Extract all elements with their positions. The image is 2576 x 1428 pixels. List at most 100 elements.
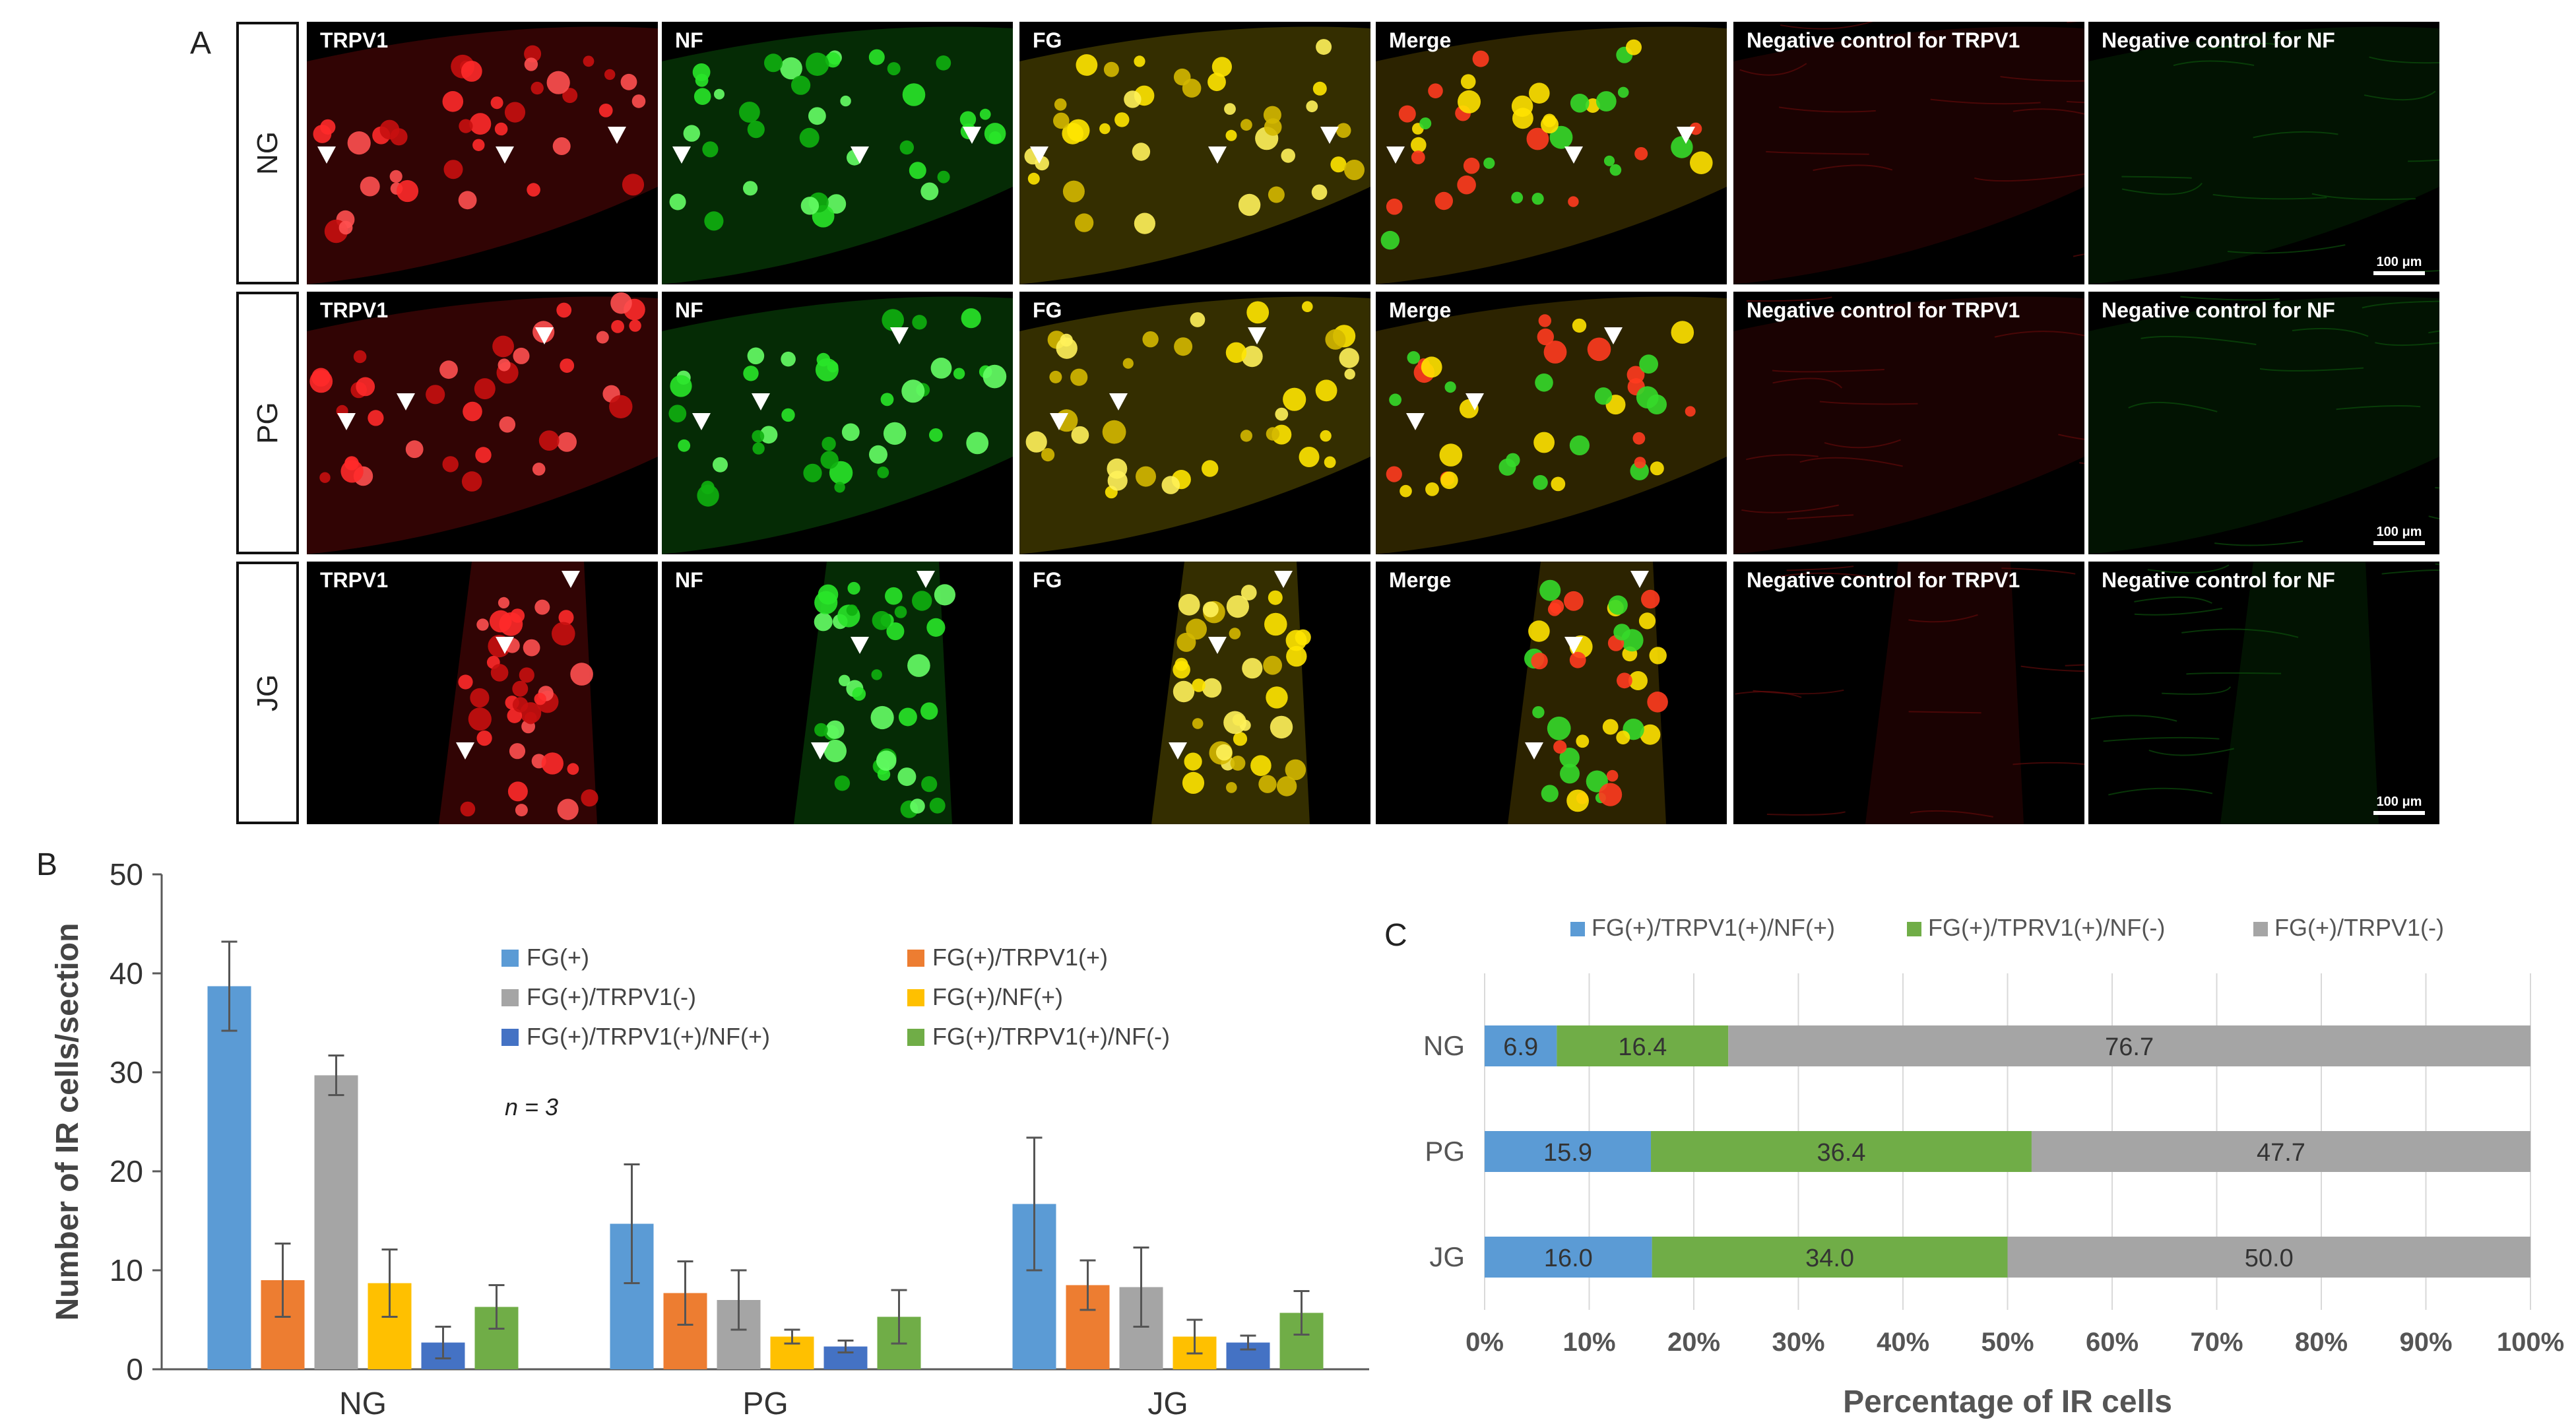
neuron-cell [1613, 624, 1630, 641]
neuron-cell [953, 368, 965, 379]
legend-label: FG(+)/TRPV1(+)/NF(-) [932, 1023, 1170, 1050]
y-tick-label: 20 [110, 1154, 143, 1188]
neuron-cell [396, 179, 419, 203]
neuron-cell [1114, 112, 1130, 127]
tissue-region [1865, 562, 2024, 824]
stack-segment-pg-0 [1485, 1131, 1652, 1172]
neuron-cell [1634, 146, 1648, 160]
neuron-cell [1229, 628, 1241, 639]
neuron-cell [610, 292, 632, 314]
neuron-cell [347, 131, 371, 155]
error-bar [435, 1326, 451, 1359]
tissue-region [1376, 26, 1727, 284]
neuron-cell [885, 587, 903, 605]
legend-label: FG(+)/TRPV1(+)/NF(+) [527, 1023, 770, 1050]
neuron-cell [1587, 337, 1611, 362]
background-fiber [1908, 711, 1981, 714]
micrograph-ng-4: Negative control for TRPV1 [1733, 22, 2084, 284]
neuron-cell [468, 707, 492, 731]
neuron-cell [1553, 740, 1567, 754]
neuron-cell [1176, 632, 1196, 652]
neuron-cell [1339, 348, 1359, 368]
micrograph-image [794, 562, 955, 824]
arrowhead-marker [1274, 571, 1293, 588]
micrograph-label: Negative control for NF [2102, 298, 2335, 322]
neuron-cell [1223, 711, 1246, 734]
neuron-cell [622, 174, 645, 196]
neuron-cell [897, 767, 917, 787]
neuron-cell [1411, 150, 1425, 164]
micrograph-label: TRPV1 [320, 568, 389, 592]
error-bar [1133, 1247, 1149, 1328]
neuron-cell [1286, 645, 1307, 667]
neuron-cell [668, 405, 687, 423]
scale-bar-label: 100 μm [2376, 795, 2422, 809]
neuron-cell [814, 723, 828, 737]
neuron-cell [907, 654, 930, 677]
neuron-cell [498, 358, 511, 372]
neuron-cell [780, 57, 802, 80]
background-fiber [2147, 564, 2230, 573]
error-bar [624, 1163, 640, 1284]
arrowhead-marker [1030, 146, 1048, 164]
neuron-cell [1649, 647, 1667, 665]
neuron-cell [1202, 460, 1219, 477]
neuron-cell [988, 131, 1002, 144]
neuron-cell [499, 416, 516, 433]
neuron-cell [821, 436, 836, 451]
legend-label: FG(+)/TRPV1(+)/NF(+) [1592, 914, 1835, 941]
neuron-cell [1541, 115, 1559, 134]
category-label: JG [1429, 1241, 1465, 1272]
neuron-cell [1336, 123, 1351, 138]
micrograph-image [1376, 26, 1727, 284]
neuron-cell [697, 484, 719, 507]
neuron-cell [463, 401, 482, 422]
micrograph-ng-5: Negative control for NF 100 μm [2088, 22, 2439, 284]
micrograph-label: Merge [1389, 28, 1452, 52]
background-fiber [2180, 296, 2280, 301]
neuron-cell [1640, 724, 1661, 745]
micrograph-label: Negative control for NF [2102, 568, 2335, 592]
neuron-cell [1690, 151, 1713, 174]
neuron-cell [360, 176, 380, 197]
neuron-cell [629, 319, 641, 332]
bar-ng-2 [314, 1075, 358, 1369]
neuron-cell [870, 705, 894, 730]
micrograph-ng-0: TRPV1 [307, 22, 658, 284]
neuron-cell [1569, 435, 1590, 455]
neuron-cell [476, 730, 492, 746]
neuron-cell [534, 693, 546, 705]
legend-swatch [2253, 922, 2268, 936]
stack-segment-jg-0 [1485, 1237, 1652, 1278]
neuron-cell [1626, 39, 1642, 55]
legend-swatch [501, 989, 519, 1006]
micrograph-image [1508, 562, 1668, 824]
neuron-cell [1602, 719, 1619, 735]
background-fiber [2012, 108, 2084, 115]
category-label: JG [1147, 1386, 1188, 1421]
background-fiber [2058, 434, 2084, 440]
tissue-region [1733, 26, 2084, 284]
legend-swatch [1570, 922, 1585, 936]
micrograph-image [2088, 26, 2439, 284]
error-bar [1026, 1136, 1043, 1272]
neuron-cell [1532, 706, 1545, 719]
arrowhead-marker [397, 393, 415, 410]
arrowhead-marker [1525, 742, 1543, 760]
arrowhead-marker [752, 393, 770, 410]
neuron-cell [1226, 782, 1237, 793]
arrowhead-marker [1208, 637, 1227, 654]
neuron-cell [596, 331, 609, 344]
neuron-cell [525, 711, 537, 725]
neuron-cell [512, 697, 529, 713]
neuron-cell [1434, 191, 1453, 211]
x-tick-label: 100% [2497, 1328, 2564, 1357]
neuron-cell [937, 170, 950, 183]
micrograph-label: TRPV1 [320, 28, 389, 52]
neuron-cell [1535, 373, 1553, 392]
y-tick-label: 40 [110, 956, 143, 990]
arrowhead-marker [672, 146, 691, 164]
background-fiber [2435, 487, 2439, 489]
neuron-cell [405, 440, 424, 459]
background-fiber [1974, 173, 2084, 182]
